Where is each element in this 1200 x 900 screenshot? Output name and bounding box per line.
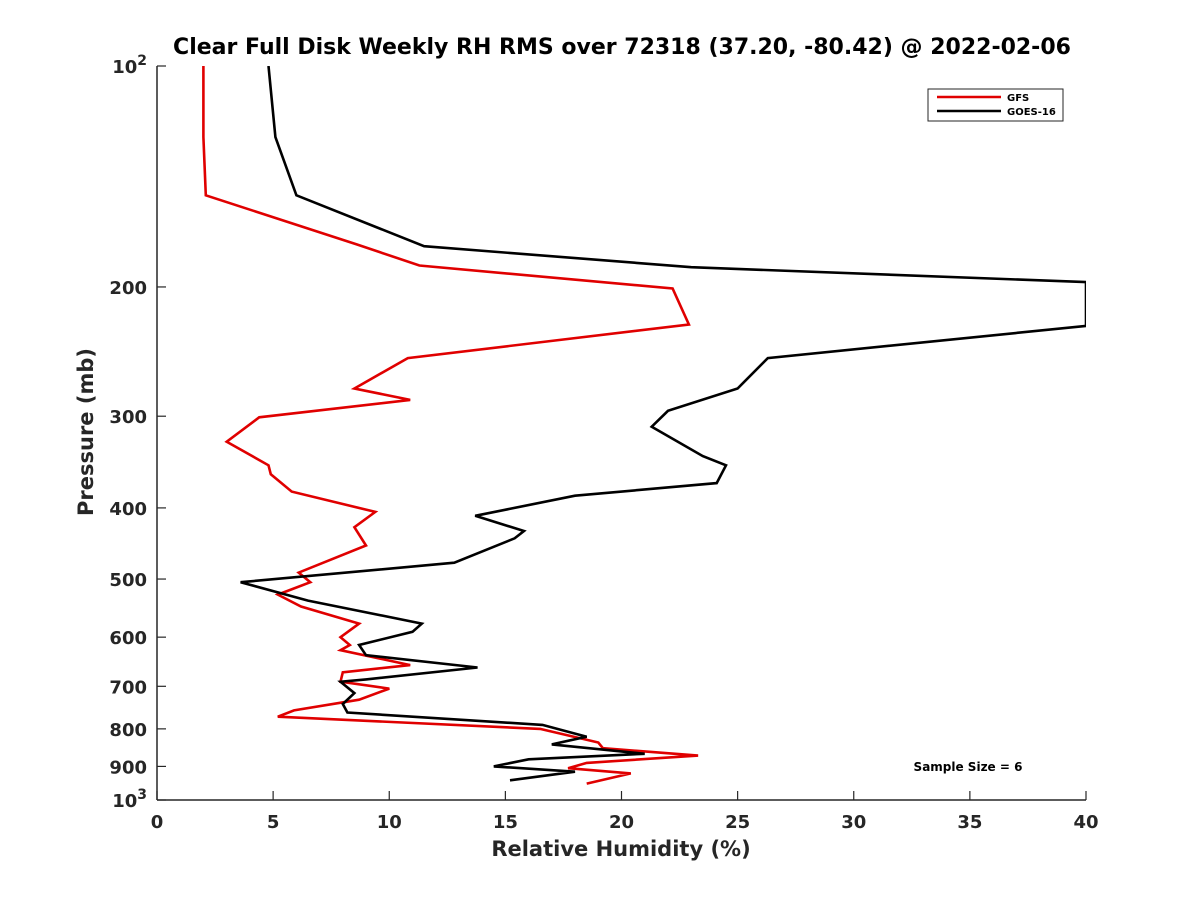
y-tick-label: 400 bbox=[109, 499, 147, 520]
y-tick-label: 800 bbox=[109, 720, 147, 741]
legend: GFS GOES-16 bbox=[927, 88, 1064, 122]
y-axis: 102 200 300 400 500 600 700 800 900 103 bbox=[109, 53, 166, 812]
y-tick-label: 500 bbox=[109, 570, 147, 591]
y-axis-label: Pressure (mb) bbox=[74, 348, 98, 516]
y-tick-label: 103 bbox=[112, 787, 147, 812]
plot-area bbox=[156, 66, 1086, 801]
series-layer bbox=[202, 66, 1086, 785]
x-tick-label: 0 bbox=[151, 812, 164, 833]
series-line-goes-16 bbox=[240, 66, 1086, 782]
x-tick-label: 15 bbox=[493, 812, 518, 833]
y-tick-label: 102 bbox=[112, 53, 147, 78]
x-tick-label: 30 bbox=[841, 812, 866, 833]
series-line-gfs bbox=[202, 66, 699, 785]
sample-size-annotation: Sample Size = 6 bbox=[914, 760, 1023, 774]
y-tick-label: 700 bbox=[109, 677, 147, 698]
x-tick-label: 35 bbox=[957, 812, 982, 833]
legend-label: GOES-16 bbox=[1007, 107, 1056, 118]
x-tick-label: 5 bbox=[267, 812, 280, 833]
y-tick-label: 900 bbox=[109, 757, 147, 778]
y-tick-label: 600 bbox=[109, 628, 147, 649]
chart-title: Clear Full Disk Weekly RH RMS over 72318… bbox=[173, 35, 1071, 60]
x-tick-label: 10 bbox=[377, 812, 402, 833]
y-tick-label: 300 bbox=[109, 407, 147, 428]
x-axis: 0 5 10 15 20 25 30 35 40 bbox=[151, 791, 1099, 833]
legend-box bbox=[927, 88, 1064, 122]
x-tick-label: 25 bbox=[725, 812, 750, 833]
y-tick-label: 200 bbox=[109, 278, 147, 299]
legend-label: GFS bbox=[1007, 93, 1029, 104]
x-tick-label: 40 bbox=[1073, 812, 1098, 833]
x-axis-label: Relative Humidity (%) bbox=[491, 837, 750, 861]
x-tick-label: 20 bbox=[609, 812, 634, 833]
